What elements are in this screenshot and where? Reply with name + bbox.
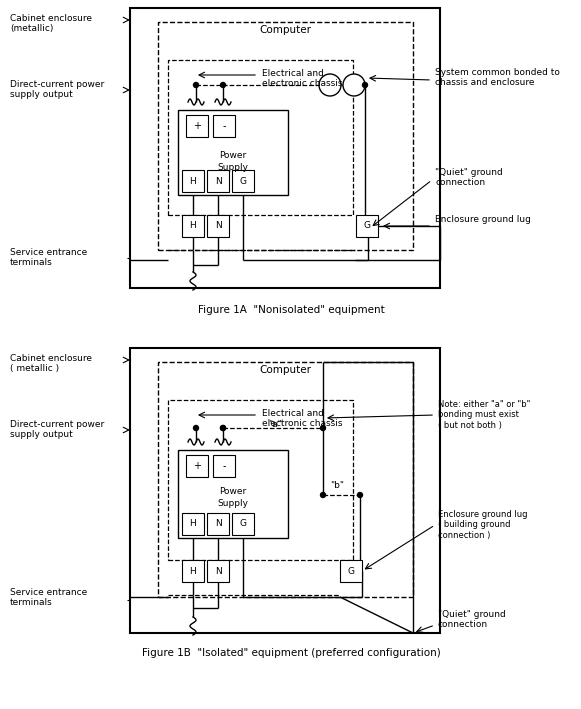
Text: Power: Power <box>220 488 246 496</box>
Text: N: N <box>214 221 221 230</box>
Text: Electrical and
electronic chassis: Electrical and electronic chassis <box>262 69 343 89</box>
Bar <box>207 215 229 237</box>
Text: Figure 1A  "Nonisolated" equipment: Figure 1A "Nonisolated" equipment <box>198 305 385 315</box>
Bar <box>158 362 413 597</box>
Text: G: G <box>239 520 246 528</box>
Bar <box>130 348 440 633</box>
Text: Power: Power <box>220 150 246 160</box>
Text: Note: either "a" or "b"
bonding must exist
( but not both ): Note: either "a" or "b" bonding must exi… <box>438 400 530 430</box>
Text: N: N <box>214 566 221 576</box>
Text: Service entrance
terminals: Service entrance terminals <box>10 248 87 267</box>
Bar <box>182 215 204 237</box>
Bar <box>186 115 208 137</box>
Bar <box>130 8 440 288</box>
Bar <box>168 400 353 560</box>
Text: -: - <box>223 121 226 131</box>
Text: Cabinet enclosure
( metallic ): Cabinet enclosure ( metallic ) <box>10 354 92 374</box>
Text: Direct-current power
supply output: Direct-current power supply output <box>10 80 104 99</box>
Text: H: H <box>189 566 196 576</box>
Text: Electrical and
electronic chassis: Electrical and electronic chassis <box>262 409 343 428</box>
Bar <box>178 450 288 538</box>
Bar <box>186 455 208 477</box>
Text: G: G <box>239 177 246 186</box>
Text: "Quiet" ground
connection: "Quiet" ground connection <box>438 610 505 630</box>
Circle shape <box>221 425 225 430</box>
Text: H: H <box>189 520 196 528</box>
Bar <box>207 513 229 535</box>
Circle shape <box>193 425 199 430</box>
Text: -: - <box>223 461 226 471</box>
Text: "b": "b" <box>330 481 344 490</box>
Text: N: N <box>214 520 221 528</box>
Text: System common bonded to
chassis and enclosure: System common bonded to chassis and encl… <box>435 68 560 87</box>
Text: Supply: Supply <box>217 498 249 508</box>
Circle shape <box>321 425 325 430</box>
Bar <box>182 170 204 192</box>
Bar <box>213 115 235 137</box>
Text: G: G <box>347 566 354 576</box>
Text: Enclosure ground lug: Enclosure ground lug <box>435 216 531 225</box>
Text: +: + <box>193 461 201 471</box>
Circle shape <box>363 82 368 87</box>
Bar <box>178 110 288 195</box>
Text: +: + <box>193 121 201 131</box>
Text: Supply: Supply <box>217 162 249 172</box>
Bar <box>340 560 362 582</box>
Text: "a": "a" <box>268 420 282 429</box>
Circle shape <box>357 493 363 498</box>
Text: Cabinet enclosure
(metallic): Cabinet enclosure (metallic) <box>10 14 92 33</box>
Text: Enclosure ground lug
( building ground
connection ): Enclosure ground lug ( building ground c… <box>438 510 528 540</box>
Bar <box>232 170 254 192</box>
Circle shape <box>319 74 341 96</box>
Text: H: H <box>189 177 196 186</box>
Bar <box>232 513 254 535</box>
Text: G: G <box>364 221 371 230</box>
Circle shape <box>193 82 199 87</box>
Circle shape <box>221 425 225 430</box>
Text: Direct-current power
supply output: Direct-current power supply output <box>10 420 104 440</box>
Text: Computer: Computer <box>260 365 311 375</box>
Bar <box>207 170 229 192</box>
Bar <box>168 60 353 215</box>
Bar <box>356 215 378 237</box>
Bar <box>158 22 413 250</box>
Circle shape <box>343 74 365 96</box>
Bar <box>182 513 204 535</box>
Bar <box>182 560 204 582</box>
Text: Computer: Computer <box>260 25 311 35</box>
Circle shape <box>321 493 325 498</box>
Text: "Quiet" ground
connection: "Quiet" ground connection <box>435 168 503 187</box>
Text: H: H <box>189 221 196 230</box>
Text: Figure 1B  "Isolated" equipment (preferred configuration): Figure 1B "Isolated" equipment (preferre… <box>142 648 440 658</box>
Bar <box>213 455 235 477</box>
Text: N: N <box>214 177 221 186</box>
Bar <box>207 560 229 582</box>
Circle shape <box>221 82 225 87</box>
Text: Service entrance
terminals: Service entrance terminals <box>10 588 87 608</box>
